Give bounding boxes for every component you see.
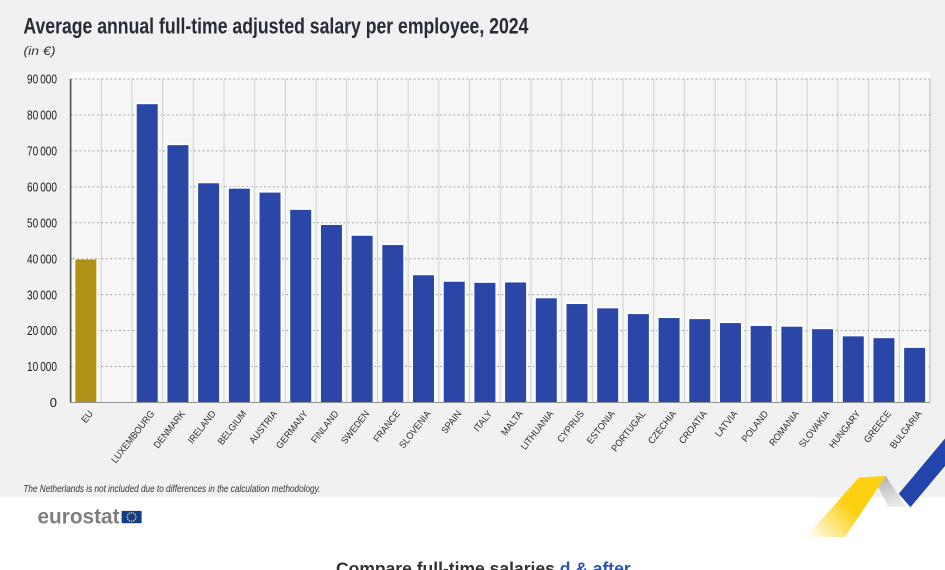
- svg-text:(in €): (in €): [24, 44, 56, 58]
- svg-text:50 000: 50 000: [27, 215, 57, 230]
- svg-text:30 000: 30 000: [27, 287, 57, 302]
- svg-text:The Netherlands is not include: The Netherlands is not included due to d…: [23, 484, 320, 495]
- svg-text:90 000: 90 000: [27, 72, 57, 87]
- svg-text:80 000: 80 000: [27, 108, 57, 123]
- svg-text:10 000: 10 000: [27, 359, 57, 374]
- svg-text:20 000: 20 000: [27, 323, 57, 338]
- svg-text:60 000: 60 000: [27, 179, 57, 194]
- svg-text:eurostat: eurostat: [38, 506, 120, 529]
- svg-text:0: 0: [50, 395, 57, 410]
- svg-text:70 000: 70 000: [27, 144, 57, 159]
- svg-text:40 000: 40 000: [27, 251, 57, 266]
- svg-text:Average annual full-time adjus: Average annual full-time adjusted salary…: [23, 14, 529, 39]
- svg-text:Compare full-time salaries d &: Compare full-time salaries d & after: [336, 558, 631, 570]
